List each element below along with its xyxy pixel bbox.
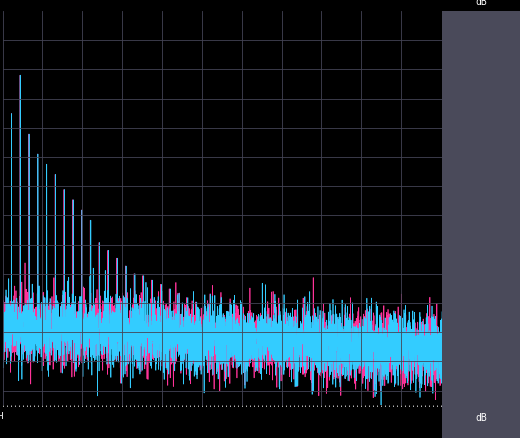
Text: dB: dB: [475, 413, 487, 423]
Text: dB: dB: [475, 0, 487, 7]
